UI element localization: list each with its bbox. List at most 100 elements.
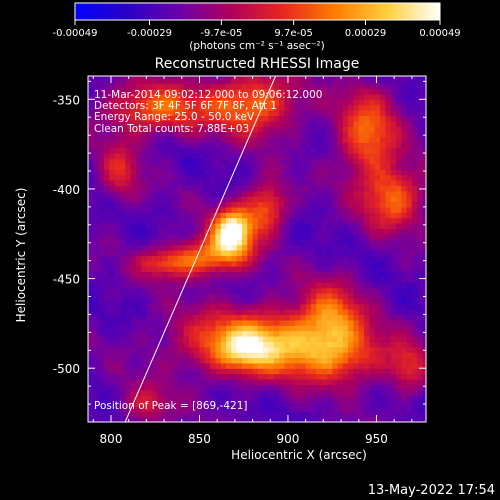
heatmap-cell [231, 384, 238, 391]
heatmap-cell [172, 153, 179, 160]
heatmap-cell [385, 120, 392, 127]
heatmap-cell [114, 233, 121, 240]
heatmap-cell [210, 405, 217, 412]
heatmap-cell [98, 110, 105, 117]
heatmap-cell [226, 244, 232, 251]
heatmap-cell [103, 223, 110, 229]
heatmap-cell [146, 126, 153, 133]
heatmap-cell [369, 190, 376, 197]
heatmap-cell [379, 228, 386, 235]
heatmap-cell [358, 185, 365, 192]
heatmap-cell [215, 185, 222, 192]
heatmap-cell [305, 335, 312, 342]
heatmap-cell [305, 314, 312, 321]
heatmap-cell [162, 303, 169, 310]
heatmap-cell [379, 389, 386, 396]
heatmap-cell [226, 153, 232, 160]
heatmap-cell [348, 357, 355, 364]
heatmap-cell [98, 405, 105, 412]
heatmap-cell [247, 260, 254, 267]
heatmap-cell [279, 206, 286, 213]
heatmap-cell [93, 158, 100, 165]
heatmap-cell [369, 110, 376, 117]
heatmap-cell [326, 147, 333, 154]
heatmap-cell [98, 190, 105, 197]
heatmap-cell [204, 400, 211, 407]
heatmap-cell [364, 190, 370, 197]
heatmap-cell [379, 196, 386, 203]
heatmap-cell [220, 212, 227, 219]
heatmap-cell [268, 212, 275, 219]
heatmap-cell [263, 411, 270, 418]
heatmap-cell [289, 368, 296, 375]
heatmap-cell [295, 319, 301, 326]
heatmap-cell [135, 185, 142, 192]
heatmap-cell [103, 120, 110, 127]
heatmap-cell [130, 416, 137, 422]
heatmap-cell [374, 405, 381, 412]
heatmap-cell [395, 147, 402, 154]
heatmap-cell [374, 303, 381, 310]
heatmap-cell [342, 249, 349, 256]
heatmap-cell [146, 131, 153, 138]
heatmap-cell [326, 126, 333, 133]
heatmap-cell [379, 287, 386, 294]
heatmap-cell [401, 325, 408, 332]
heatmap-cell [183, 115, 190, 122]
heatmap-cell [279, 196, 286, 203]
heatmap-cell [348, 325, 355, 332]
heatmap-cell [98, 373, 105, 380]
heatmap-cell [151, 147, 158, 154]
heatmap-cell [130, 239, 137, 246]
heatmap-cell [109, 400, 116, 407]
heatmap-cell [385, 266, 392, 273]
heatmap-cell [151, 99, 158, 106]
heatmap-cell [284, 276, 291, 283]
heatmap-cell [109, 131, 116, 138]
heatmap-cell [364, 255, 370, 262]
heatmap-cell [289, 411, 296, 418]
heatmap-cell [247, 373, 254, 380]
heatmap-cell [257, 368, 264, 375]
heatmap-cell [215, 266, 222, 273]
heatmap-cell [130, 395, 137, 402]
heatmap-cell [172, 233, 179, 240]
heatmap-cell [204, 298, 211, 305]
heatmap-cell [295, 179, 301, 186]
heatmap-cell [305, 378, 312, 385]
heatmap-cell [88, 217, 94, 224]
heatmap-cell [417, 346, 424, 353]
heatmap-cell [422, 147, 426, 154]
heatmap-cell [321, 405, 328, 412]
heatmap-cell [300, 147, 307, 154]
heatmap-cell [236, 384, 243, 391]
heatmap-cell [358, 239, 365, 246]
heatmap-cell [337, 368, 344, 375]
heatmap-cell [215, 319, 222, 326]
heatmap-cell [226, 384, 232, 391]
heatmap-cell [188, 405, 195, 412]
heatmap-cell [103, 357, 110, 364]
heatmap-cell [390, 335, 397, 342]
heatmap-cell [305, 395, 312, 402]
heatmap-cell [141, 131, 147, 138]
heatmap-cell [385, 233, 392, 240]
heatmap-cell [210, 335, 217, 342]
heatmap-cell [379, 292, 386, 299]
heatmap-cell [194, 249, 201, 256]
heatmap-cell [332, 384, 339, 391]
heatmap-cell [98, 244, 105, 251]
heatmap-cell [210, 255, 217, 262]
heatmap-cell [348, 233, 355, 240]
heatmap-cell [401, 104, 408, 111]
heatmap-cell [236, 179, 243, 186]
heatmap-cell [401, 147, 408, 154]
heatmap-cell [210, 309, 217, 316]
heatmap-cell [379, 255, 386, 262]
heatmap-cell [406, 104, 413, 111]
heatmap-cell [183, 298, 190, 305]
heatmap-cell [247, 282, 254, 289]
heatmap-cell [369, 378, 376, 385]
heatmap-cell [321, 190, 328, 197]
heatmap-cell [220, 174, 227, 181]
